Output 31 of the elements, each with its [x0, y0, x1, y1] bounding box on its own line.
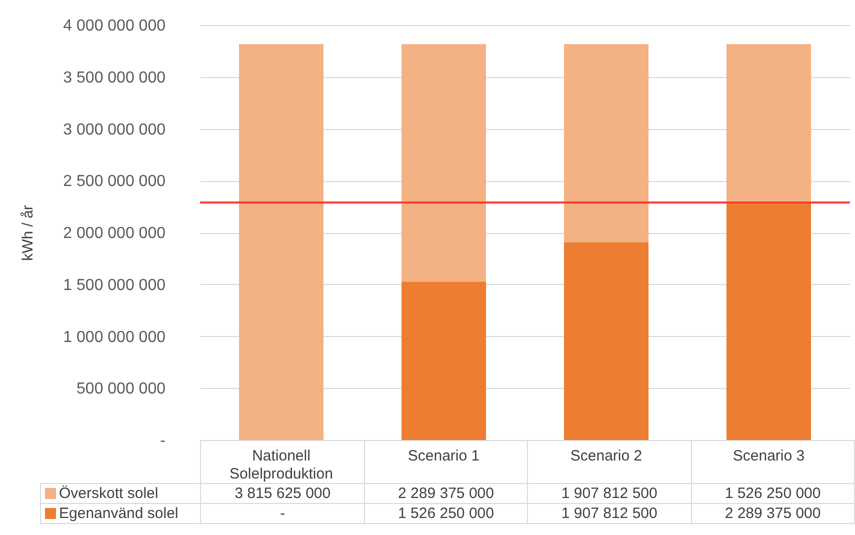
bar [726, 44, 811, 202]
bar [402, 44, 486, 282]
data-label: 2 289 375 000 [364, 484, 528, 504]
x-tick-label: Nationell Solelproduktion [230, 448, 333, 482]
y-tick-label: 3 000 000 000 [63, 121, 166, 138]
x-tick-label: Scenario 1 [408, 448, 480, 464]
y-tick-label: - [160, 432, 166, 450]
legend-label: Egenanvänd solel [59, 505, 178, 522]
y-tick-label: 500 000 000 [76, 380, 166, 398]
x-tick-label: Scenario 3 [732, 448, 805, 464]
data-label: 1 526 250 000 [691, 484, 854, 504]
y-tick-label: 4 000 000 000 [63, 18, 166, 34]
y-tick-label: 1 500 000 000 [63, 276, 166, 294]
y-tick-label: 1 000 000 000 [63, 328, 166, 346]
y-axis-title: kWh / år [20, 205, 36, 261]
data-label: 2 289 375 000 [691, 504, 854, 524]
data-label: 3 815 625 000 [200, 484, 364, 504]
bar [402, 282, 486, 440]
bar [564, 44, 648, 242]
data-label: 1 907 812 500 [528, 484, 692, 504]
data-label: - [200, 504, 364, 524]
data-label: 1 526 250 000 [364, 504, 528, 524]
bar [564, 242, 648, 440]
y-tick-label: 3 500 000 000 [63, 69, 166, 86]
bar [726, 202, 811, 440]
y-tick-label: 2 500 000 000 [63, 173, 166, 190]
bar [239, 44, 324, 440]
x-tick-label: Scenario 2 [570, 448, 642, 464]
legend-label: Överskott solel [59, 485, 158, 502]
y-tick-label: 2 000 000 000 [63, 225, 166, 242]
data-label: 1 907 812 500 [528, 504, 692, 524]
